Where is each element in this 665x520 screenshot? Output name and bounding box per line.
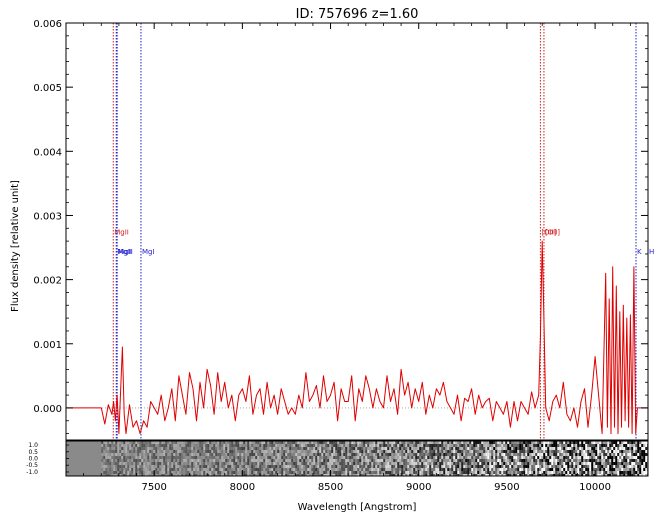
- line-marker-label-1: MgII: [117, 248, 132, 256]
- strip-y-tick-label-1: 0.5: [28, 449, 38, 456]
- strip-y-tick-label-0: 1.0: [28, 442, 38, 449]
- strip-y-tick-label-4: -1.0: [26, 469, 38, 476]
- x-tick-label-0: 7500: [141, 482, 166, 493]
- line-marker-label-5: [OII]: [545, 229, 560, 237]
- line-marker-label-6: K: [637, 248, 642, 256]
- y-tick-label-1: 0.001: [33, 340, 62, 351]
- y-tick-label-6: 0.006: [33, 19, 62, 30]
- y-tick-label-4: 0.004: [33, 147, 62, 158]
- line-marker-label-0: MgII: [114, 229, 129, 237]
- x-axis-label: Wavelength [Angstrom]: [298, 502, 417, 513]
- y-axis-label: Flux density [relative unit]: [10, 180, 21, 312]
- y-tick-label-3: 0.003: [33, 211, 62, 222]
- strip-y-tick-label-3: -0.5: [26, 462, 38, 469]
- x-tick-label-2: 8500: [318, 482, 343, 493]
- x-tick-label-1: 8000: [230, 482, 255, 493]
- line-marker-label-2: MgII: [118, 248, 133, 256]
- chart-title: ID: 757696 z=1.60: [296, 7, 419, 22]
- flux-series-0: [66, 240, 648, 435]
- plot-frame: [65, 22, 649, 441]
- x-tick-label-4: 9500: [494, 482, 519, 493]
- line-marker-label-7: H: [649, 248, 654, 256]
- y-tick-label-0: 0.000: [33, 404, 62, 415]
- y-tick-label-2: 0.002: [33, 276, 62, 287]
- strip-y-tick-label-2: 0.0: [28, 456, 38, 463]
- x-tick-label-3: 9000: [406, 482, 431, 493]
- spectrum-2d-strip: [66, 441, 648, 476]
- line-marker-label-3: MgI: [142, 248, 155, 256]
- y-tick-label-5: 0.005: [33, 83, 62, 94]
- x-tick-label-5: 10000: [579, 482, 611, 493]
- line-marker-label-4: [OII]: [541, 229, 556, 237]
